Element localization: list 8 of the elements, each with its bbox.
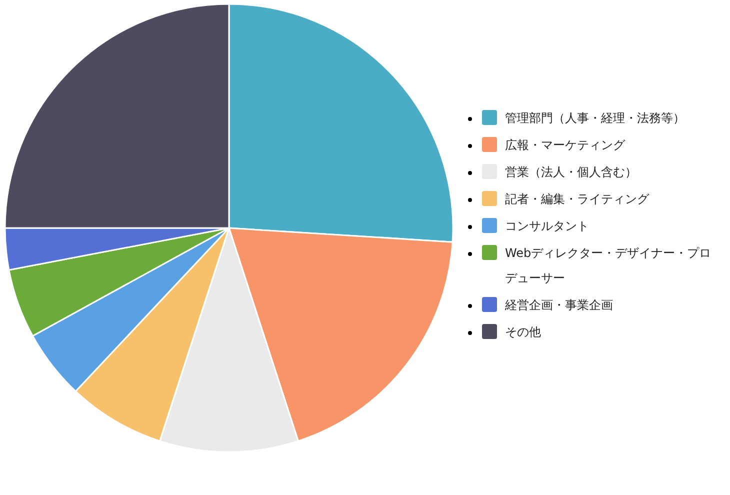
legend-label: 管理部門（人事・経理・法務等） [505, 111, 685, 125]
legend-label: コンサルタント [505, 219, 589, 233]
legend-label: Webディレクター・デザイナー・プロデューサー [505, 246, 712, 285]
legend-label: 営業（法人・個人含む） [505, 165, 637, 179]
legend-label: 広報・マーケティング [505, 138, 626, 152]
legend-label: その他 [505, 325, 541, 339]
legend-label: 経営企画・事業企画 [504, 298, 613, 312]
legend-label: 記者・編集・ライティング [505, 192, 650, 206]
